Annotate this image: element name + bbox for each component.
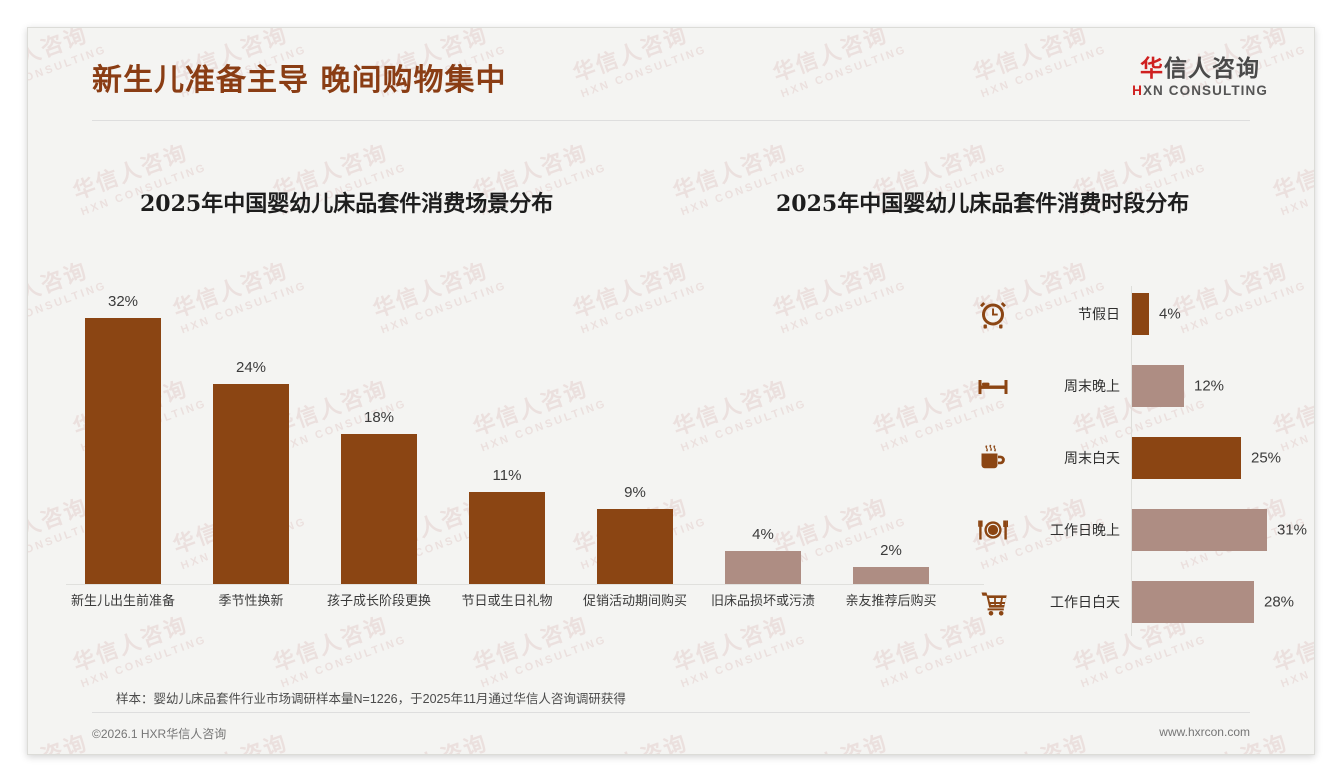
- scenario-bar[interactable]: [725, 551, 801, 584]
- header-divider: [92, 120, 1250, 121]
- timeslot-bar-chart: 节假日 4% 周末晚上 12% 周末白天 25% 工作日晚上 31% 工作日白天 28%: [958, 278, 1307, 638]
- page-title: 新生儿准备主导 晚间购物集中: [92, 63, 507, 98]
- scenario-category-label: 节日或生日礼物: [461, 593, 553, 608]
- timeslot-bar[interactable]: [1132, 581, 1254, 623]
- scenario-bar[interactable]: [213, 384, 289, 584]
- scenario-bar-value: 32%: [107, 293, 139, 310]
- watermark-cn: 华信人咨询: [1269, 139, 1314, 205]
- slide-footer: ©2026.1 HXR华信人咨询 www.hxrcon.com: [28, 716, 1314, 754]
- watermark-en: HXN CONSULTING: [1279, 161, 1314, 219]
- timeslot-category-label: 工作日白天: [1050, 594, 1120, 610]
- scenario-bar[interactable]: [341, 434, 417, 584]
- scenario-bar[interactable]: [85, 318, 161, 584]
- plate-cutlery-icon: [976, 513, 1010, 547]
- timeslot-row[interactable]: 工作日晚上 31%: [958, 494, 1307, 566]
- footer-divider: [92, 712, 1250, 713]
- coffee-mug-icon: [976, 441, 1010, 475]
- shopping-cart-icon: [976, 585, 1010, 619]
- logo-en-highlight: H: [1132, 83, 1143, 99]
- scenario-bar-group[interactable]: 24%: [202, 274, 300, 584]
- scenario-bar-value: 18%: [363, 409, 395, 426]
- chart-title-timeslot: 2025年中国婴幼儿床品套件消费时段分布: [776, 191, 1190, 217]
- scenario-category-label: 新生儿出生前准备: [70, 593, 175, 608]
- watermark-en: HXN CONSULTING: [1079, 633, 1209, 691]
- timeslot-bar-value: 25%: [1251, 449, 1282, 467]
- scenario-bar-value: 11%: [492, 467, 522, 484]
- timeslot-bar[interactable]: [1132, 365, 1184, 407]
- logo-cn-rest: 信人咨询: [1164, 56, 1261, 82]
- timeslot-bar-track: [1132, 509, 1284, 551]
- timeslot-bar-track: [1132, 293, 1284, 335]
- scenario-bar[interactable]: [597, 509, 673, 584]
- timeslot-bar-value: 31%: [1277, 521, 1308, 539]
- scenario-category-label: 孩子成长阶段更换: [326, 593, 431, 608]
- chart-title-scenario: 2025年中国婴幼儿床品套件消费场景分布: [140, 191, 554, 217]
- timeslot-bar-track: [1132, 581, 1284, 623]
- timeslot-bar-value: 4%: [1159, 305, 1181, 323]
- scenario-bar-value: 24%: [235, 359, 267, 376]
- watermark-en: HXN CONSULTING: [679, 633, 809, 691]
- scenario-category-label: 亲友推荐后购买: [845, 593, 937, 608]
- scenario-bar-group[interactable]: 32%: [74, 274, 172, 584]
- bed-icon: [976, 369, 1010, 403]
- scenario-bar-value: 2%: [880, 542, 902, 559]
- copyright-text: ©2026.1 HXR华信人咨询: [92, 727, 227, 741]
- scenario-bar[interactable]: [469, 492, 545, 584]
- timeslot-category-label: 工作日晚上: [1050, 522, 1120, 538]
- timeslot-bar-value: 12%: [1194, 377, 1225, 395]
- timeslot-bar-value: 28%: [1264, 593, 1295, 611]
- scenario-bar-group[interactable]: 9%: [586, 274, 684, 584]
- scenario-plot-area: 32% 24% 18% 11% 9% 4% 2%: [42, 274, 929, 584]
- watermark-en: HXN CONSULTING: [1279, 633, 1314, 691]
- scenario-bar-group[interactable]: 4%: [714, 274, 812, 584]
- timeslot-row[interactable]: 周末晚上 12%: [958, 350, 1298, 422]
- scenario-category-label: 旧床品损坏或污渍: [710, 593, 815, 608]
- scenario-bar-value: 9%: [624, 484, 646, 501]
- timeslot-row[interactable]: 节假日 4%: [958, 278, 1298, 350]
- scenario-bar-group[interactable]: 2%: [842, 274, 940, 584]
- watermark-en: HXN CONSULTING: [79, 633, 209, 691]
- timeslot-bar[interactable]: [1132, 437, 1241, 479]
- alarm-clock-icon: [976, 297, 1010, 331]
- timeslot-bar[interactable]: [1132, 509, 1267, 551]
- scenario-category-label: 促销活动期间购买: [582, 593, 687, 608]
- sample-footnote: 样本：婴幼儿床品套件行业市场调研样本量N=1226，于2025年11月通过华信人…: [116, 692, 626, 706]
- scenario-bar-group[interactable]: 18%: [330, 274, 428, 584]
- timeslot-category-label: 周末晚上: [1064, 378, 1120, 394]
- watermark-en: HXN CONSULTING: [279, 633, 409, 691]
- scenario-bar-value: 4%: [752, 526, 774, 543]
- logo-chinese-text: 华信人咨询: [1132, 56, 1268, 82]
- company-logo: 华信人咨询 HXN CONSULTING: [1132, 56, 1268, 98]
- watermark-en: HXN CONSULTING: [479, 633, 609, 691]
- slide-header: 新生儿准备主导 晚间购物集中 华信人咨询 HXN CONSULTING: [28, 28, 1314, 128]
- timeslot-row[interactable]: 周末白天 25%: [958, 422, 1298, 494]
- scenario-category-label: 季节性换新: [218, 593, 284, 608]
- logo-en-rest: XN CONSULTING: [1142, 83, 1268, 99]
- timeslot-category-label: 节假日: [1078, 306, 1120, 322]
- logo-cn-highlight: 华: [1140, 56, 1165, 82]
- timeslot-bar-track: [1132, 437, 1284, 479]
- timeslot-value-axis: [1131, 286, 1132, 636]
- logo-english-text: HXN CONSULTING: [1132, 83, 1268, 98]
- scenario-bar[interactable]: [853, 567, 929, 584]
- timeslot-bar[interactable]: [1132, 293, 1149, 335]
- scenario-baseline-axis: [66, 584, 984, 585]
- scenario-bar-group[interactable]: 11%: [458, 274, 556, 584]
- scenario-column-chart: 32% 24% 18% 11% 9% 4% 2% 新生儿出生前准备 季节性换新 孩子成长阶段更换…: [42, 274, 984, 614]
- timeslot-bar-track: [1132, 365, 1284, 407]
- watermark-en: HXN CONSULTING: [879, 633, 1009, 691]
- timeslot-row[interactable]: 工作日白天 28%: [958, 566, 1298, 638]
- timeslot-category-label: 周末白天: [1064, 450, 1120, 466]
- website-text: www.hxrcon.com: [1159, 725, 1250, 739]
